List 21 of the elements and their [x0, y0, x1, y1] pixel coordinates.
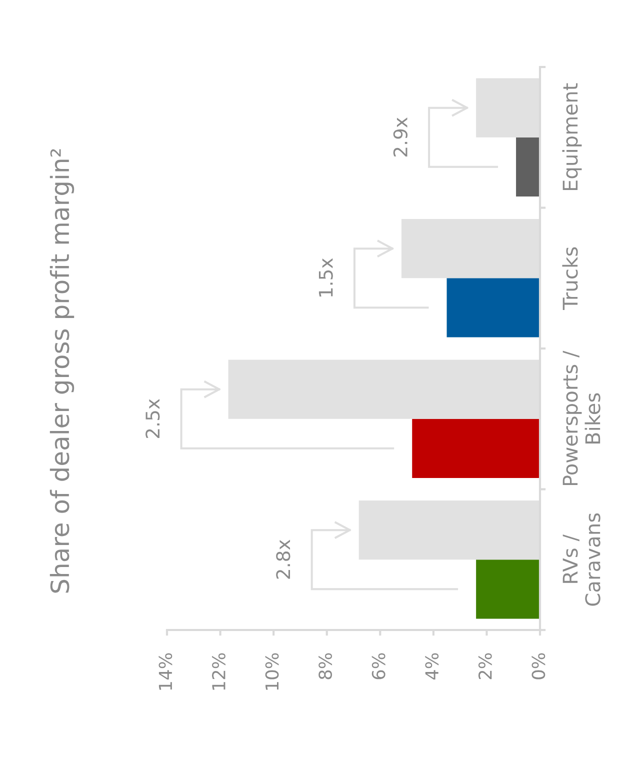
bar	[412, 418, 540, 478]
y-tick-label: Powersports / Bikes	[562, 350, 600, 486]
y-tick-label: RVs / Caravans	[562, 513, 600, 606]
x-tick-label: 8%	[318, 653, 332, 680]
bar	[476, 560, 540, 619]
x-tick-label: 10%	[265, 653, 279, 690]
x-tick-label: 14%	[158, 653, 172, 690]
bar	[516, 137, 540, 196]
annotation: 1.5x	[318, 258, 333, 297]
text: Share of dealer gross profit margin²	[50, 149, 74, 593]
x-tick-label: 6%	[372, 653, 386, 680]
annotation: 2.8x	[276, 540, 290, 579]
text: 2.5x	[146, 399, 160, 438]
y-tick-label: Trucks	[562, 247, 578, 310]
x-tick-label: 2%	[478, 653, 492, 680]
x-tick-label: 12%	[212, 653, 226, 690]
y-tick-label: Equipment	[562, 83, 582, 190]
bar	[446, 278, 540, 338]
x-tick-label: 4%	[425, 653, 439, 680]
annotation: 2.9x	[393, 118, 408, 156]
x-tick-label: 0%	[532, 653, 546, 680]
